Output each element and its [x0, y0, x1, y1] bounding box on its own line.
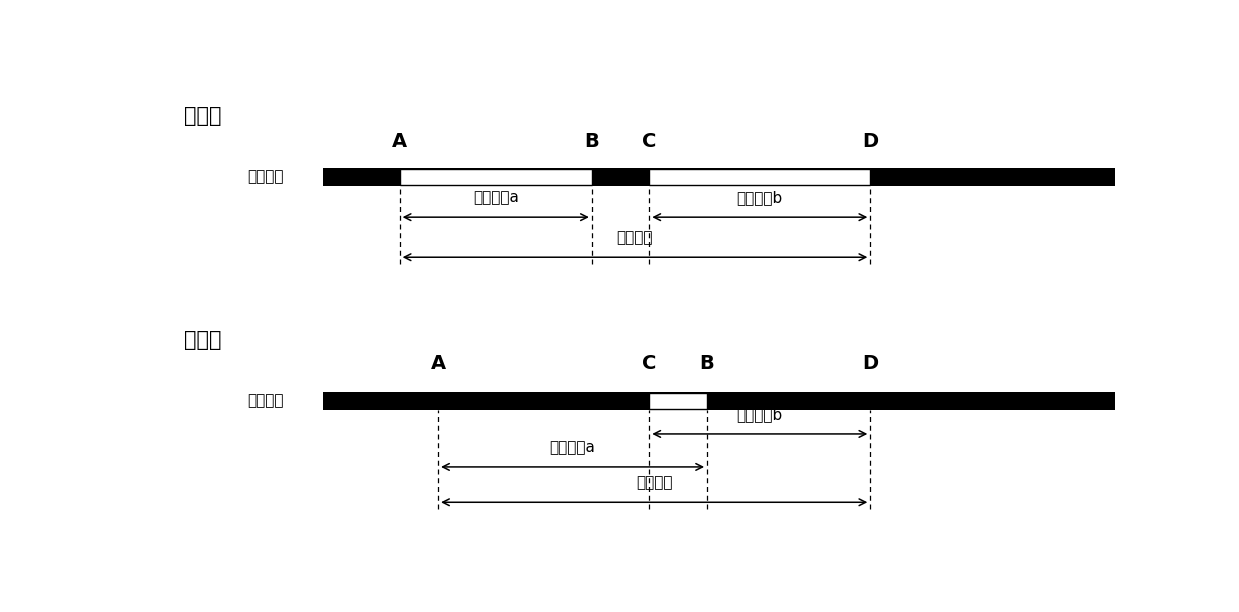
- Text: D: D: [862, 132, 878, 151]
- Text: D: D: [862, 354, 878, 373]
- Bar: [323, 168, 1115, 186]
- Text: B: B: [585, 132, 600, 151]
- Bar: [323, 392, 1115, 410]
- Text: 目标序列a: 目标序列a: [473, 190, 519, 206]
- Text: 情况一: 情况一: [183, 106, 222, 127]
- Text: 目标序列a: 目标序列a: [550, 440, 596, 455]
- Text: 兼并序列: 兼并序列: [617, 231, 653, 245]
- Text: C: C: [642, 132, 657, 151]
- Bar: [649, 393, 707, 409]
- Text: A: A: [431, 354, 446, 373]
- Text: 模板序列: 模板序列: [247, 394, 284, 408]
- Text: A: A: [393, 132, 408, 151]
- Text: B: B: [700, 354, 715, 373]
- Text: C: C: [642, 354, 657, 373]
- Text: 情况二: 情况二: [183, 330, 222, 350]
- Text: 目标序列b: 目标序列b: [737, 190, 783, 206]
- Text: 模板序列: 模板序列: [247, 170, 284, 185]
- Bar: [649, 170, 870, 185]
- Text: 目标序列b: 目标序列b: [737, 407, 783, 422]
- Text: 兼并序列: 兼并序列: [636, 476, 673, 490]
- Bar: [400, 170, 592, 185]
